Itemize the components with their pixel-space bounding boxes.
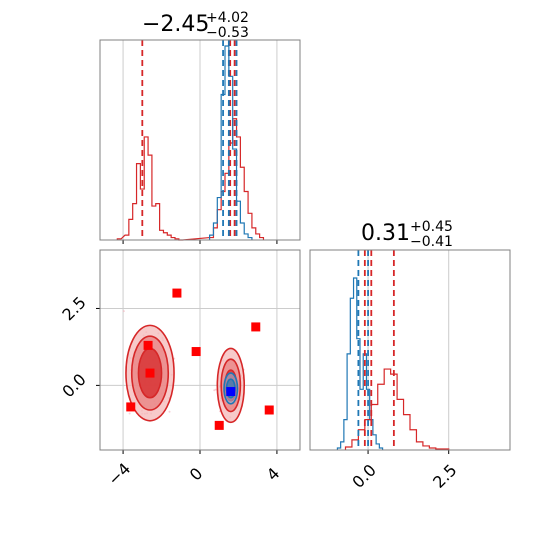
- tick-label-y-1: 2.5: [58, 293, 89, 324]
- tick-label-x-1: 0: [186, 464, 207, 485]
- hist-series-blue: [336, 277, 384, 450]
- sample-point: [168, 410, 171, 413]
- title-bottom-right-sub: −0.41: [410, 234, 453, 250]
- red-square-marker: [126, 402, 136, 412]
- panel-bottom-right-histogram: 0.0 2.5: [309, 249, 511, 492]
- tick-label-x-0: −4: [104, 459, 134, 489]
- panel-top-left-frame: [99, 39, 301, 241]
- title-top-left-sub: −0.53: [206, 25, 249, 41]
- red-square-marker: [251, 322, 261, 332]
- hist-series-red: [344, 368, 450, 450]
- tick-label-x-0: 0.0: [348, 460, 379, 491]
- panel-bottom-left-scatter: −4 0 4 0.0 2.5: [58, 249, 301, 489]
- tick-label-x-2: 4: [263, 464, 284, 485]
- title-bottom-right-main: 0.31: [361, 221, 410, 246]
- scatter-plot-area: [100, 250, 300, 450]
- red-square-marker: [214, 420, 224, 430]
- sample-point: [213, 389, 216, 392]
- red-square-marker: [191, 347, 201, 357]
- title-top-left-main: −2.45: [142, 12, 209, 37]
- title-top-left-sup: +4.02: [206, 10, 249, 26]
- sample-point: [122, 310, 125, 313]
- sample-point: [128, 412, 131, 415]
- sample-point: [214, 388, 217, 391]
- red-square-marker: [143, 340, 153, 350]
- tick-label-x-1: 2.5: [429, 460, 460, 491]
- title-bottom-right-sup: +0.45: [410, 219, 453, 235]
- title-top-left: −2.45 +4.02 −0.53: [142, 10, 249, 41]
- blue-square-marker: [226, 387, 236, 397]
- hist-series-red: [116, 118, 265, 241]
- panel-bottom-right-frame: [309, 249, 511, 451]
- title-bottom-right: 0.31 +0.45 −0.41: [361, 219, 453, 250]
- red-square-marker: [145, 368, 155, 378]
- hist-series-blue: [209, 45, 253, 240]
- red-square-marker: [264, 405, 274, 415]
- panel-bottom-left-frame: [99, 249, 301, 451]
- tick-label-y-0: 0.0: [58, 370, 89, 401]
- red-square-marker: [172, 288, 182, 298]
- panel-top-left-histogram: [99, 39, 301, 244]
